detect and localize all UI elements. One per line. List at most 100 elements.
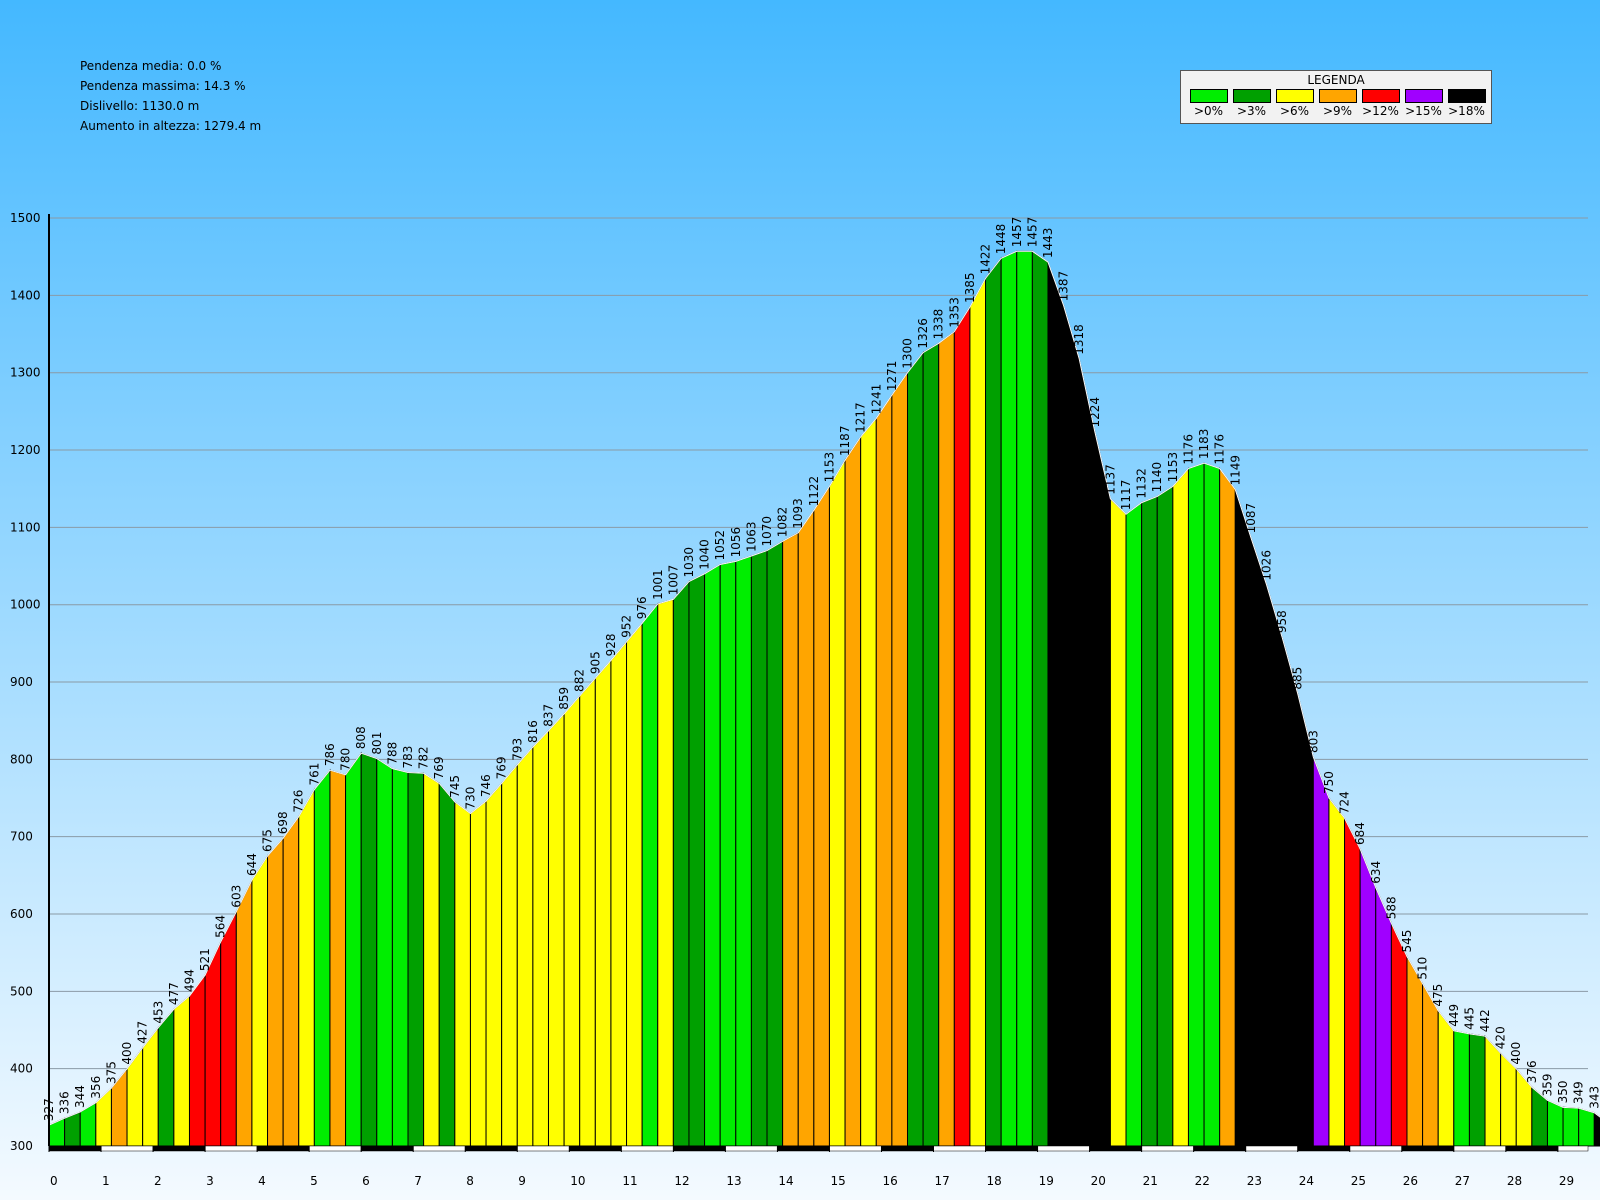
profile-segment (1000, 250, 1018, 1147)
x-tick-label: 7 (414, 1174, 422, 1188)
distance-bar-segment (725, 1145, 778, 1152)
elevation-label: 1448 (994, 224, 1008, 255)
elevation-label: 859 (557, 687, 571, 710)
profile-segment (1468, 1033, 1486, 1147)
legend-item: >6% (1273, 89, 1316, 118)
elevation-label: 350 (1556, 1080, 1570, 1103)
profile-segment (719, 560, 737, 1147)
elevation-label: 1176 (1213, 434, 1227, 465)
x-tick-label: 9 (518, 1174, 526, 1188)
profile-segment (360, 752, 378, 1147)
profile-segment (610, 640, 628, 1147)
profile-segment (1281, 637, 1299, 1147)
elevation-label: 769 (432, 756, 446, 779)
elevation-label: 453 (151, 1001, 165, 1024)
profile-segment (579, 676, 596, 1147)
x-tick-label: 4 (258, 1174, 266, 1188)
profile-segment (1078, 358, 1096, 1147)
elevation-label: 644 (245, 853, 259, 876)
elevation-drop-text: Dislivello: 1130.0 m (80, 99, 200, 113)
profile-segment (641, 602, 659, 1147)
legend-swatch (1232, 89, 1271, 103)
elevation-label: 400 (1509, 1042, 1523, 1065)
elevation-label: 724 (1338, 791, 1352, 814)
elevation-label: 494 (182, 969, 196, 992)
elevation-label: 375 (104, 1061, 118, 1084)
elevation-label: 1338 (932, 309, 946, 340)
distance-bar-segment (412, 1145, 466, 1152)
legend-label: >9% (1322, 104, 1353, 118)
distance-bar-segment (569, 1145, 622, 1152)
profile-segment (594, 659, 612, 1147)
legend-item: >3% (1230, 89, 1273, 118)
elevation-label: 400 (120, 1042, 134, 1065)
profile-segment (1328, 796, 1346, 1147)
elevation-label: 803 (1306, 730, 1320, 753)
profile-segment (391, 767, 409, 1147)
elevation-label: 603 (229, 885, 243, 908)
y-tick-label: 500 (10, 984, 33, 998)
profile-segment (469, 800, 487, 1147)
x-tick-label: 18 (987, 1174, 1002, 1188)
x-tick-label: 2 (154, 1174, 162, 1188)
elevation-label: 1217 (854, 402, 868, 433)
profile-segment (485, 781, 503, 1147)
legend-label: >15% (1405, 104, 1442, 118)
elevation-label: 726 (292, 790, 306, 813)
x-tick-label: 28 (1507, 1174, 1522, 1188)
profile-segment (173, 994, 190, 1147)
elevation-label: 928 (604, 633, 618, 656)
elevation-label: 885 (1291, 667, 1305, 690)
elevation-label: 769 (495, 756, 509, 779)
elevation-label: 780 (339, 748, 353, 771)
distance-bar-segment (621, 1145, 674, 1152)
profile-segment (1156, 485, 1174, 1147)
x-tick-label: 22 (1195, 1174, 1210, 1188)
elevation-label: 1153 (1166, 452, 1180, 483)
elevation-label: 1176 (1181, 434, 1195, 465)
profile-segment (828, 458, 846, 1147)
elevation-label: 788 (385, 742, 399, 765)
distance-bar-segment (517, 1145, 570, 1152)
elevation-label: 837 (541, 704, 555, 727)
profile-segment (782, 531, 799, 1147)
profile-segment (1250, 537, 1267, 1147)
profile-segment (251, 854, 269, 1147)
elevation-label: 1457 (1025, 217, 1039, 248)
legend-swatch (1275, 89, 1314, 103)
profile-segment (1125, 501, 1143, 1147)
profile-segment (204, 941, 222, 1147)
elevation-label: 1241 (869, 384, 883, 415)
legend-item: >12% (1359, 89, 1402, 118)
distance-bar-segment (1505, 1145, 1559, 1152)
x-tick-label: 21 (1143, 1174, 1158, 1188)
profile-segment (672, 580, 690, 1147)
profile-segment (220, 911, 237, 1147)
elevation-label: 1300 (900, 338, 914, 369)
y-tick-label: 1000 (10, 598, 41, 612)
elevation-label: 801 (370, 732, 384, 755)
elevation-label: 1271 (885, 361, 899, 392)
distance-bar-segment (1037, 1145, 1090, 1152)
elevation-label: 1387 (1057, 271, 1071, 302)
distance-bar-segment (48, 1145, 102, 1152)
elevation-label: 1326 (916, 318, 930, 349)
profile-segment (1375, 887, 1392, 1147)
elevation-label: 698 (276, 811, 290, 834)
profile-segment (813, 484, 830, 1147)
elevation-label: 356 (89, 1076, 103, 1099)
profile-segment (1266, 584, 1283, 1147)
elevation-label: 746 (479, 774, 493, 797)
profile-segment (376, 757, 393, 1147)
profile-segment (735, 555, 752, 1147)
elevation-label: 1224 (1088, 397, 1102, 428)
elevation-label: 427 (136, 1021, 150, 1044)
elevation-label: 976 (635, 596, 649, 619)
elevation-label: 442 (1478, 1009, 1492, 1032)
profile-segment (516, 745, 534, 1147)
x-tick-label: 19 (1039, 1174, 1054, 1188)
legend-label: >6% (1279, 104, 1310, 118)
profile-segment (1312, 756, 1330, 1147)
profile-segment (1546, 1099, 1564, 1147)
x-tick-label: 23 (1247, 1174, 1262, 1188)
